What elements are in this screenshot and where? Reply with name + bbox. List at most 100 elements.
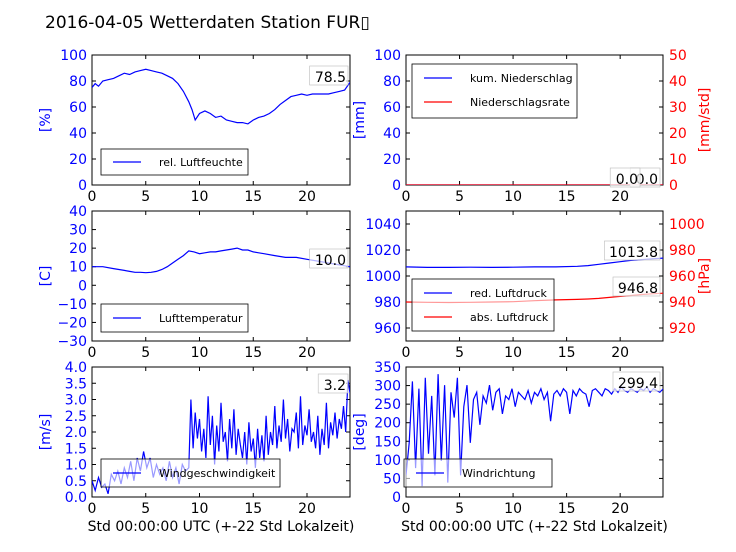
y-tick-label: 1000: [365, 269, 401, 285]
y-tick-label: 20: [69, 152, 87, 168]
y-tick-label: 20: [383, 152, 401, 168]
value-label-box: [612, 371, 661, 392]
x-tick-label: 5: [141, 345, 150, 361]
y-tick-label: 1.0: [65, 458, 87, 474]
x-tick-label: 20: [611, 501, 629, 517]
y-tick-label: 300: [374, 379, 401, 395]
chart-panel: 0 5 10 15 20 0 20 40 60 80 100 0 10 20 30 40 50 [mm] [mm/s…: [352, 48, 713, 205]
y-tick-label: 40: [69, 126, 87, 142]
y2-tick-label: 0: [669, 178, 678, 194]
value-label-box: [609, 167, 641, 188]
y-tick-label: 1020: [365, 243, 401, 259]
y-tick-label: 50: [383, 471, 401, 487]
chart-panel: 0 5 10 15 20 0 20 40 60 80 100 [%] rel. Luftfeuchte 7…: [38, 48, 351, 205]
x-tick-label: 20: [611, 189, 629, 205]
x-tick-label: 15: [244, 345, 262, 361]
y-tick-label: 2.0: [65, 425, 87, 441]
value-label-box: [604, 240, 661, 261]
y-tick-label: 1040: [365, 217, 401, 233]
legend-entry: abs. Luftdruck: [470, 311, 549, 324]
last-value-label: 299.4: [618, 376, 658, 392]
y-tick-label: 3.5: [65, 376, 87, 392]
y-axis-label: [m/s]: [38, 414, 54, 451]
legend-entry: kum. Niederschlag: [470, 72, 573, 85]
x-tick-label: 15: [558, 345, 576, 361]
x-tick-label: 5: [455, 189, 464, 205]
y2-tick-label: 30: [669, 100, 687, 116]
y2-tick-label: 10: [669, 152, 687, 168]
y2-tick-label: 1000: [669, 217, 705, 233]
chart-panel: 0 5 10 15 20 0.00.51.01.52.02.53.03.54.0 [m/s]…: [38, 360, 354, 535]
last-value-label: 3.2: [324, 378, 346, 394]
y-tick-label: 350: [374, 360, 401, 376]
x-tick-label: 15: [558, 189, 576, 205]
x-tick-label: 0: [402, 189, 411, 205]
y-tick-label: 0.0: [65, 490, 87, 506]
last-value-label: 0.0: [616, 172, 638, 188]
y-tick-label: 80: [383, 74, 401, 90]
x-axis-label: Std 00:00:00 UTC (+-22 Std Lokalzeit): [401, 519, 668, 535]
x-tick-label: 20: [298, 501, 316, 517]
legend-entry: Niederschlagsrate: [470, 96, 570, 109]
legend-entry: Windgeschwindigkeit: [159, 467, 276, 480]
y-tick-label: 100: [374, 48, 401, 64]
y-axis-label: [deg]: [352, 413, 368, 450]
x-tick-label: 5: [455, 501, 464, 517]
x-tick-label: 15: [558, 501, 576, 517]
y-tick-label: 0: [392, 178, 401, 194]
x-tick-label: 10: [191, 501, 209, 517]
y-tick-label: −30: [57, 334, 87, 350]
value-label-box: [612, 276, 661, 297]
y-tick-label: 80: [69, 74, 87, 90]
series-line: [92, 68, 350, 125]
x-tick-label: 15: [244, 501, 262, 517]
y-axis-label: [mm]: [352, 101, 368, 139]
plot-frame: [91, 210, 351, 342]
y-tick-label: 60: [383, 100, 401, 116]
x-tick-label: 20: [298, 189, 316, 205]
last-value-label: 10.0: [315, 253, 346, 269]
y2-tick-label: 920: [669, 321, 696, 337]
y2-tick-label: 40: [669, 74, 687, 90]
y-tick-label: 3.0: [65, 393, 87, 409]
y2-axis-label: [hPa]: [697, 258, 713, 294]
y-tick-label: −20: [57, 315, 87, 331]
y-tick-label: 980: [374, 295, 401, 311]
y-tick-label: 40: [69, 204, 87, 220]
y2-tick-label: 20: [669, 126, 687, 142]
y-tick-label: 100: [374, 453, 401, 469]
y2-tick-label: 940: [669, 295, 696, 311]
y-tick-label: 1.5: [65, 441, 87, 457]
x-tick-label: 20: [298, 345, 316, 361]
y-axis-label: [C]: [38, 266, 54, 287]
chart-panel: 0 5 10 15 20 960 980 1000 1020 1040 920 940 960 980 10…: [365, 210, 713, 361]
y-axis-label: [%]: [38, 108, 54, 132]
y-tick-label: 40: [383, 126, 401, 142]
legend-entry: rel. Luftfeuchte: [159, 156, 243, 169]
y-tick-label: 20: [69, 241, 87, 257]
y-tick-label: 0: [78, 278, 87, 294]
y-tick-label: 100: [60, 48, 87, 64]
y-tick-label: 0: [392, 490, 401, 506]
y-tick-label: 0.5: [65, 474, 87, 490]
value-label-box: [317, 373, 349, 394]
plot-frame: [405, 366, 664, 498]
y-tick-label: 4.0: [65, 360, 87, 376]
y-tick-label: 0: [78, 178, 87, 194]
x-tick-label: 10: [191, 189, 209, 205]
y-tick-label: 2.5: [65, 409, 87, 425]
y-tick-label: 10: [69, 260, 87, 276]
value-label-box: [309, 65, 349, 86]
y2-tick-label: 960: [669, 269, 696, 285]
legend-entry: Windrichtung: [462, 467, 535, 480]
y2-tick-label: 980: [669, 243, 696, 259]
x-axis-label: Std 00:00:00 UTC (+-22 Std Lokalzeit): [88, 519, 355, 535]
x-tick-label: 0: [402, 501, 411, 517]
x-tick-label: 0: [402, 345, 411, 361]
value-label-box: [309, 248, 349, 269]
last-value-label: 78.5: [315, 70, 346, 86]
x-tick-label: 20: [611, 345, 629, 361]
